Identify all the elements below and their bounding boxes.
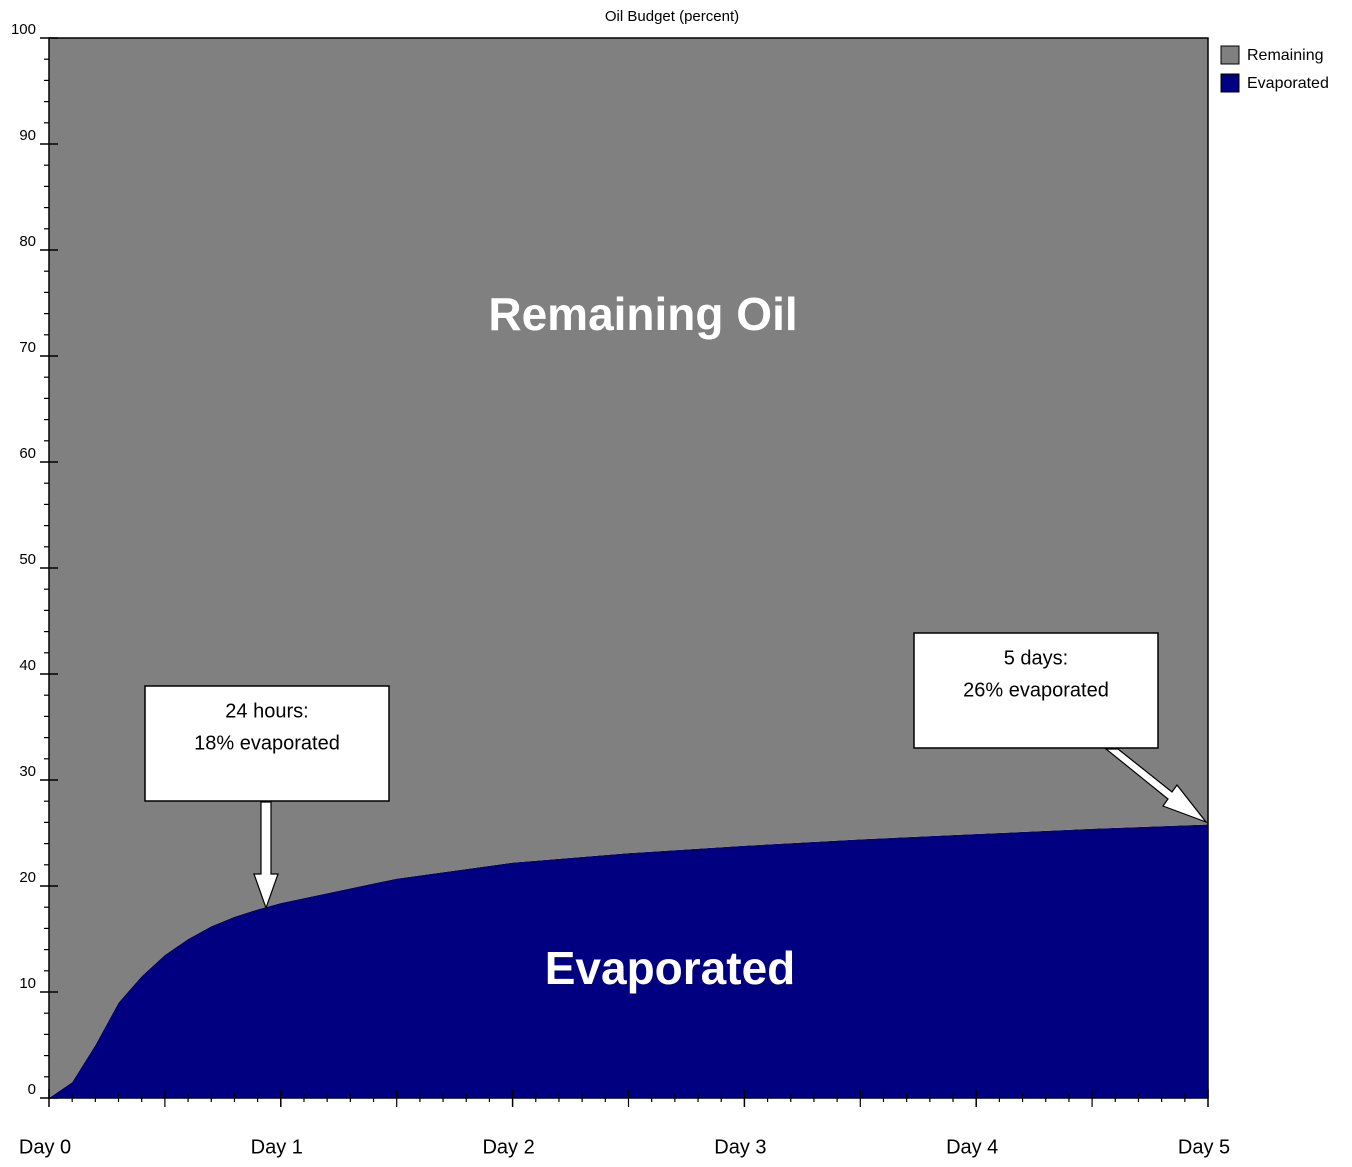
y-tick-label: 10 [19, 975, 36, 992]
y-tick-label: 90 [19, 127, 36, 144]
callout-arrow [253, 801, 279, 910]
y-tick-label: 70 [19, 339, 36, 356]
y-tick-label: 0 [28, 1081, 36, 1098]
y-tick-label: 100 [11, 21, 36, 38]
y-tick-label: 80 [19, 233, 36, 250]
plot-area: 0 10 20 30 40 50 60 70 80 90 100 Day 0 Day 1 Day 2 Day… [11, 21, 1230, 1158]
legend-swatch [1220, 73, 1240, 93]
callout-text: 24 hours: [225, 700, 308, 722]
area [49, 824, 1208, 1098]
callout-arrow [1104, 748, 1208, 824]
x-tick-label: Day 3 [714, 1136, 766, 1158]
chart-title: Oil Budget (percent) [605, 8, 739, 25]
x-tick-label: Day 2 [482, 1136, 534, 1158]
annotations: Remaining Oil Evaporated 24 hours: 18% e… [144, 288, 1208, 994]
legend-swatch [1220, 45, 1240, 65]
x-tick-label: Day 1 [251, 1136, 303, 1158]
area [49, 38, 1208, 1098]
callout-box [144, 685, 390, 802]
callout-text: 18% evaporated [194, 732, 340, 754]
y-tick-label: 30 [19, 763, 36, 780]
callout-box [913, 632, 1159, 749]
y-tick-label: 20 [19, 869, 36, 886]
y-tick-label: 60 [19, 445, 36, 462]
callout-text: 5 days: [1004, 647, 1068, 669]
x-tick-label: Day 0 [19, 1136, 71, 1158]
callout-text: 26% evaporated [963, 679, 1109, 701]
y-tick-label: 40 [19, 657, 36, 674]
y-tick-label: 50 [19, 551, 36, 568]
annotation: Evaporated [545, 942, 796, 994]
legend-label: Evaporated [1247, 75, 1329, 92]
legend-label: Remaining [1247, 47, 1323, 64]
x-tick-label: Day 4 [946, 1136, 998, 1158]
annotation: Remaining Oil [488, 288, 797, 340]
x-tick-label: Day 5 [1178, 1136, 1230, 1158]
